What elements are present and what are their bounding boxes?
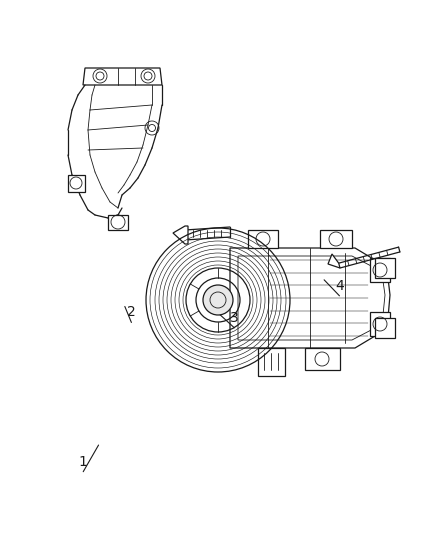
Text: 2: 2 [127, 305, 136, 319]
Polygon shape [320, 230, 352, 248]
Text: 4: 4 [335, 279, 344, 293]
Polygon shape [173, 226, 188, 244]
Polygon shape [328, 254, 340, 268]
Polygon shape [305, 348, 340, 370]
Polygon shape [248, 230, 278, 248]
Polygon shape [83, 68, 162, 85]
Polygon shape [370, 312, 390, 336]
Polygon shape [258, 348, 285, 376]
Polygon shape [375, 258, 395, 278]
Polygon shape [375, 318, 395, 338]
Polygon shape [230, 248, 390, 348]
Polygon shape [68, 175, 85, 192]
Polygon shape [370, 258, 390, 282]
Circle shape [203, 285, 233, 315]
Text: 1: 1 [79, 455, 88, 469]
Polygon shape [108, 215, 128, 230]
Text: 3: 3 [230, 311, 239, 325]
